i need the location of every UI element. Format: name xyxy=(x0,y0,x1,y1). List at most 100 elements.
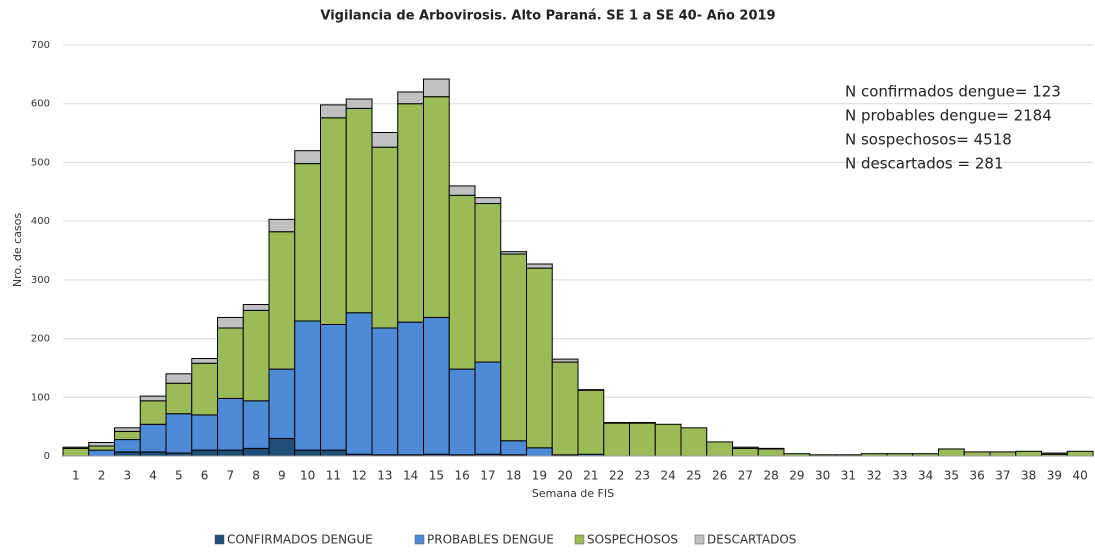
bar-segment xyxy=(654,423,682,457)
bar-segment xyxy=(551,361,579,456)
bar-segment xyxy=(474,203,502,363)
x-tick-label: 40 xyxy=(1072,469,1087,483)
bar-segment xyxy=(551,358,579,363)
bar-segment xyxy=(500,440,527,456)
bar-segment xyxy=(139,395,167,402)
bar-segment xyxy=(268,368,296,439)
bar-segment xyxy=(423,78,450,98)
bar-segment xyxy=(165,413,193,454)
x-axis-label: Semana de FIS xyxy=(532,487,614,500)
bar-segment xyxy=(1066,450,1094,457)
bar-segment xyxy=(320,117,347,325)
bar-segment xyxy=(114,451,141,457)
bar-segment xyxy=(268,231,296,370)
x-tick-label: 25 xyxy=(686,469,701,483)
x-tick-label: 31 xyxy=(841,469,856,483)
legend-swatch xyxy=(214,534,225,545)
x-tick-label: 37 xyxy=(995,469,1010,483)
bar-segment xyxy=(963,451,991,457)
bar-segment xyxy=(423,316,450,455)
legend-label: PROBABLES DENGUE xyxy=(427,533,554,547)
x-tick-label: 22 xyxy=(609,469,624,483)
bar-segment xyxy=(448,368,476,456)
bar-segment xyxy=(1041,452,1068,455)
annotation: N descartados = 281 xyxy=(845,155,1003,173)
x-tick-label: 15 xyxy=(429,469,444,483)
bar-segment xyxy=(732,446,759,449)
x-tick-label: 10 xyxy=(300,469,315,483)
bar-segment xyxy=(242,447,270,457)
bar-segment xyxy=(242,309,270,402)
bar-segment xyxy=(114,427,141,432)
bar-segment xyxy=(629,422,656,457)
bar-segment xyxy=(217,397,244,451)
x-tick-label: 19 xyxy=(532,469,547,483)
bar-segment xyxy=(371,131,399,148)
bar-segment xyxy=(397,103,424,323)
y-tick-label: 0 xyxy=(44,451,50,462)
x-tick-label: 16 xyxy=(454,469,469,483)
bar-segment xyxy=(577,389,605,391)
y-tick-label: 100 xyxy=(31,392,50,403)
bar-segment xyxy=(191,449,218,457)
bar-segment xyxy=(242,304,270,311)
y-tick-label: 700 xyxy=(31,40,50,51)
legend-label: SOSPECHOSOS xyxy=(587,533,678,547)
bar-segment xyxy=(242,400,270,449)
bar-segment xyxy=(526,267,553,449)
x-tick-label: 39 xyxy=(1047,469,1062,483)
bar-segment xyxy=(603,422,630,457)
x-tick-label: 3 xyxy=(124,469,132,483)
bar-segment xyxy=(320,449,347,457)
y-tick-label: 600 xyxy=(31,99,50,110)
bar-segment xyxy=(1015,450,1042,457)
bar-segment xyxy=(139,423,167,453)
bar-segment xyxy=(371,327,399,456)
bar-segment xyxy=(191,414,218,451)
y-tick-label: 400 xyxy=(31,216,50,227)
bar-segment xyxy=(165,373,193,384)
bar-segment xyxy=(294,163,321,322)
x-tick-label: 24 xyxy=(660,469,675,483)
bar-segment xyxy=(757,447,785,450)
bar-segment xyxy=(448,185,476,196)
bar-segment xyxy=(938,448,965,457)
x-tick-label: 38 xyxy=(1021,469,1036,483)
bar-segment xyxy=(423,96,450,318)
bar-segment xyxy=(88,449,115,457)
y-tick-label: 200 xyxy=(31,334,50,345)
x-tick-label: 7 xyxy=(227,469,235,483)
x-tick-label: 27 xyxy=(738,469,753,483)
bar-segment xyxy=(88,441,115,447)
bar-segment xyxy=(732,447,759,457)
legend-label: CONFIRMADOS DENGUE xyxy=(227,533,373,547)
bar-segment xyxy=(989,451,1017,457)
x-tick-label: 13 xyxy=(377,469,392,483)
x-tick-label: 11 xyxy=(326,469,341,483)
bar-segment xyxy=(114,430,141,441)
bar-segment xyxy=(217,449,244,457)
y-tick-label: 500 xyxy=(31,157,50,168)
bar-segment xyxy=(217,316,244,329)
bar-segment xyxy=(603,422,630,424)
x-tick-label: 30 xyxy=(815,469,830,483)
bar-segment xyxy=(397,321,424,456)
bar-segment xyxy=(629,422,656,424)
x-tick-label: 28 xyxy=(763,469,778,483)
x-tick-label: 14 xyxy=(403,469,418,483)
bar-segment xyxy=(474,361,502,455)
bar-segment xyxy=(294,150,321,165)
x-tick-label: 6 xyxy=(201,469,209,483)
annotation: N probables dengue= 2184 xyxy=(845,107,1052,125)
x-tick-label: 35 xyxy=(944,469,959,483)
bar-segment xyxy=(165,382,193,415)
bar-segment xyxy=(345,98,373,109)
x-tick-label: 8 xyxy=(252,469,260,483)
x-tick-label: 26 xyxy=(712,469,727,483)
x-tick-label: 9 xyxy=(278,469,286,483)
chart-title: Vigilancia de Arbovirosis. Alto Paraná. … xyxy=(320,9,775,24)
x-tick-label: 29 xyxy=(789,469,804,483)
x-tick-label: 21 xyxy=(583,469,598,483)
bar-segment xyxy=(320,104,347,119)
